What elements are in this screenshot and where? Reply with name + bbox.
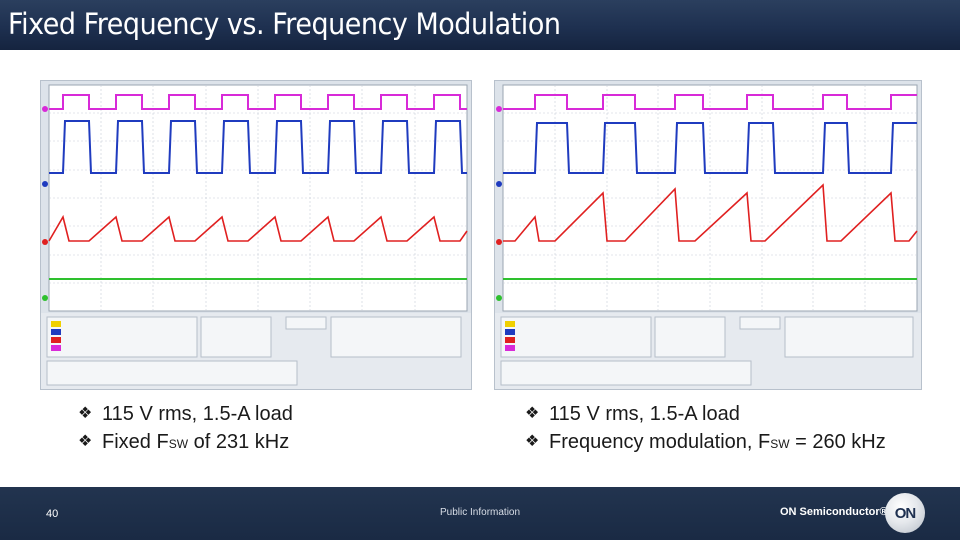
bullet-text: Frequency modulation, FSW = 260 kHz — [549, 431, 886, 453]
bullet-item: ❖ Fixed FSW of 231 kHz — [78, 428, 458, 458]
on-semiconductor-logo: ON — [885, 493, 925, 533]
scope-capture-frequency-modulation — [494, 80, 922, 390]
bullet-item: ❖ Frequency modulation, FSW = 260 kHz — [525, 428, 925, 458]
diamond-bullet-icon: ❖ — [525, 405, 540, 422]
bullet-item: ❖ 115 V rms, 1.5-A load — [78, 400, 458, 428]
scope-waveform-display-left — [42, 84, 468, 312]
bullet-text: 115 V rms, 1.5-A load — [549, 403, 740, 425]
scope-capture-fixed-frequency — [40, 80, 472, 390]
bullets-frequency-modulation: ❖ 115 V rms, 1.5-A load ❖ Frequency modu… — [525, 400, 925, 458]
scope-readout-panel-left — [41, 313, 471, 389]
diamond-bullet-icon: ❖ — [78, 433, 93, 450]
diamond-bullet-icon: ❖ — [525, 433, 540, 450]
classification-label: Public Information — [440, 507, 521, 518]
page-number: 40 — [46, 508, 59, 520]
bullet-text: 115 V rms, 1.5-A load — [102, 403, 293, 425]
slide-title: Fixed Frequency vs. Frequency Modulation — [8, 7, 561, 41]
scope-waveform-display-right — [496, 84, 918, 312]
scope-readout-panel-right — [495, 313, 921, 389]
bullets-fixed-frequency: ❖ 115 V rms, 1.5-A load ❖ Fixed FSW of 2… — [78, 400, 458, 458]
brand-name: ON Semiconductor® — [780, 506, 888, 518]
diamond-bullet-icon: ❖ — [78, 405, 93, 422]
footer-bar: 40 Public Information ON Semiconductor® … — [0, 487, 960, 540]
scope-readout-blocks-right — [500, 316, 914, 386]
bullet-text: Fixed FSW of 231 kHz — [102, 431, 290, 453]
scope-readout-blocks-left — [46, 316, 462, 386]
bullet-item: ❖ 115 V rms, 1.5-A load — [525, 400, 925, 428]
title-bar: Fixed Frequency vs. Frequency Modulation — [0, 0, 960, 50]
